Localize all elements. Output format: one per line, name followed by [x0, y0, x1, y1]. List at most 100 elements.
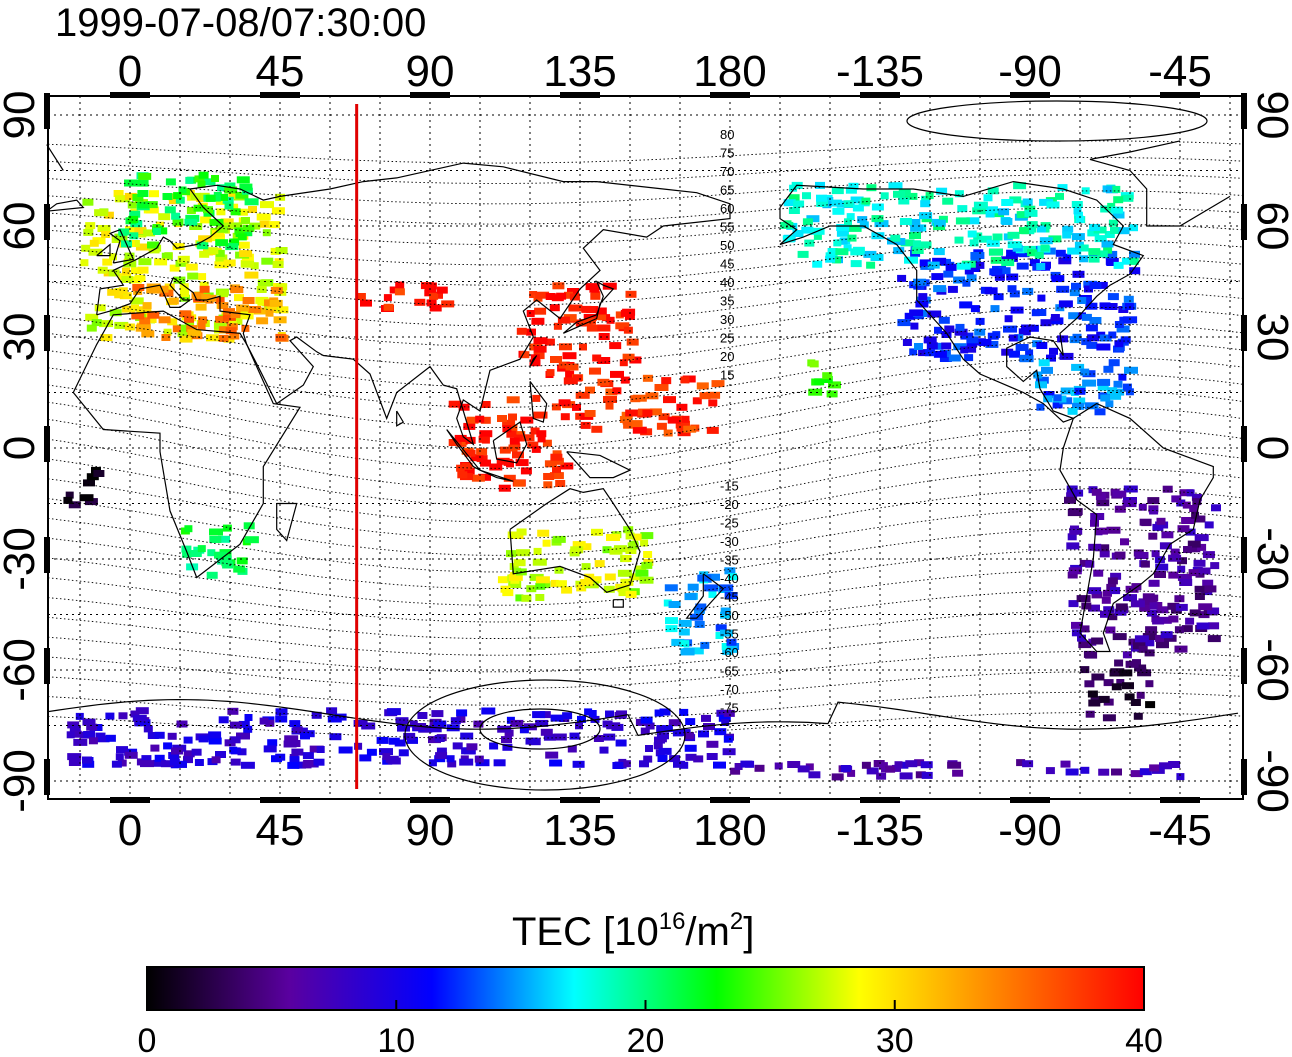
tec-cell	[1147, 497, 1160, 505]
tec-cell	[697, 574, 712, 582]
tec-cell	[118, 712, 128, 720]
tec-cell	[65, 491, 74, 499]
tec-cell	[726, 638, 737, 646]
tec-cell	[497, 576, 508, 584]
tec-cell	[602, 546, 612, 554]
tec-cell	[557, 316, 570, 324]
tec-cell	[521, 594, 532, 602]
tec-cell	[168, 297, 179, 305]
tec-cell	[1035, 376, 1049, 384]
tec-cell	[966, 217, 980, 225]
tec-cell	[923, 336, 937, 344]
coastline	[446, 429, 481, 471]
tec-cell	[249, 222, 261, 230]
tec-cell	[119, 292, 132, 300]
tec-cell	[727, 645, 738, 653]
maglat-contour	[47, 610, 1243, 656]
tec-cell	[850, 260, 862, 268]
bottom-longitude-label: 135	[543, 806, 616, 855]
tec-cell	[649, 408, 662, 416]
coastline	[566, 451, 632, 479]
tec-cell	[474, 755, 484, 763]
tec-cell	[1095, 493, 1106, 500]
tec-cell	[217, 184, 226, 192]
tec-cell	[1111, 683, 1122, 691]
tec-cell	[816, 194, 827, 202]
tec-cell	[215, 254, 228, 262]
tec-cell	[461, 747, 476, 755]
tec-cell	[435, 752, 448, 760]
tec-cell	[92, 237, 106, 245]
tec-cell	[130, 267, 143, 275]
tec-cell	[230, 286, 244, 294]
tec-cell	[118, 287, 128, 295]
tec-cell	[622, 555, 632, 562]
tec-cell	[656, 422, 667, 430]
tec-cell	[476, 448, 488, 456]
tec-cell	[198, 235, 213, 243]
tec-cell	[850, 248, 864, 256]
tec-cell	[454, 434, 467, 442]
tec-cell	[75, 712, 84, 720]
tec-cell	[197, 545, 206, 553]
right-latitude-label: -90	[1248, 749, 1292, 813]
tec-cell	[215, 751, 226, 758]
tec-cell	[510, 719, 524, 727]
tec-cell	[1067, 247, 1082, 255]
tec-cell	[114, 291, 124, 299]
tec-cell	[105, 712, 115, 720]
tec-cell	[847, 234, 857, 242]
tec-cell	[237, 233, 247, 241]
tec-cell	[1091, 591, 1103, 599]
tec-cell	[519, 726, 529, 734]
tec-cell	[592, 354, 602, 362]
tec-cell	[1007, 285, 1017, 293]
tec-cell	[1102, 714, 1116, 722]
tec-cell	[162, 193, 173, 200]
tec-cell	[1022, 287, 1034, 295]
tec-cell	[617, 569, 632, 577]
tec-cell	[395, 717, 409, 725]
tec-cell	[797, 250, 809, 258]
tec-cell	[956, 262, 971, 270]
tec-cell	[643, 755, 653, 763]
tec-cell	[446, 724, 460, 732]
tec-cell	[289, 720, 301, 728]
tec-cell	[313, 758, 325, 766]
tec-cell	[199, 285, 210, 293]
tec-cell	[1129, 224, 1138, 232]
tec-cell	[68, 501, 81, 509]
tec-cell	[970, 261, 985, 269]
tec-cell	[493, 759, 506, 767]
tec-cell	[1013, 182, 1027, 190]
tec-cell	[1086, 341, 1098, 349]
tec-cell	[632, 533, 642, 541]
tec-cell	[233, 222, 242, 230]
tec-cell	[161, 334, 171, 341]
tec-cell	[680, 640, 690, 648]
tec-cell	[194, 175, 205, 183]
tec-cell	[275, 708, 288, 716]
tec-cell	[658, 747, 672, 755]
tec-cell	[209, 536, 222, 543]
tec-cell	[132, 194, 144, 201]
tec-cell	[558, 361, 570, 369]
tec-cell	[1150, 594, 1159, 602]
tec-cell	[1182, 501, 1191, 509]
tec-cell	[584, 708, 593, 716]
tec-cell	[939, 355, 952, 362]
maglat-label: 15	[720, 368, 734, 383]
tec-cell	[1076, 595, 1091, 603]
tec-cell	[526, 310, 535, 317]
tec-cell	[706, 753, 718, 760]
tec-cell	[1096, 343, 1111, 351]
tec-cell	[121, 275, 134, 283]
tec-cell	[1183, 546, 1192, 553]
tec-cell	[897, 319, 911, 327]
tec-cell	[265, 309, 274, 317]
tec-cell	[830, 199, 842, 207]
tec-cell	[580, 543, 592, 551]
tec-cell	[535, 719, 549, 727]
tec-cell	[1194, 593, 1205, 600]
tec-cell	[921, 771, 933, 779]
